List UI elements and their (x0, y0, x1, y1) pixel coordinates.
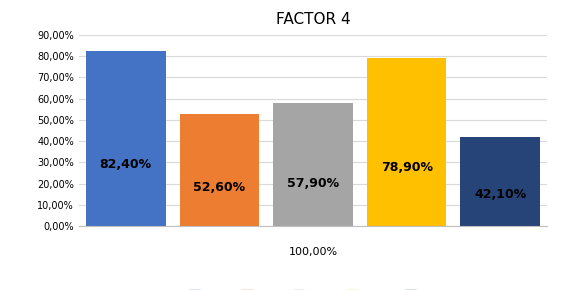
Bar (179, 114, 259, 226)
Bar (86, 51, 166, 226)
Text: 42,10%: 42,10% (474, 188, 526, 201)
Bar (273, 103, 353, 226)
Text: 57,90%: 57,90% (287, 177, 339, 190)
Text: 82,40%: 82,40% (100, 158, 152, 171)
Text: 52,60%: 52,60% (193, 181, 245, 193)
Title: FACTOR 4: FACTOR 4 (276, 12, 350, 27)
Bar (460, 137, 540, 226)
Text: 78,90%: 78,90% (381, 161, 433, 174)
Legend: USFQ, UEES, UCSG, ESPOL, UG: USFQ, UEES, UCSG, ESPOL, UG (184, 285, 442, 290)
Bar (367, 58, 447, 226)
Text: 100,00%: 100,00% (288, 247, 338, 258)
